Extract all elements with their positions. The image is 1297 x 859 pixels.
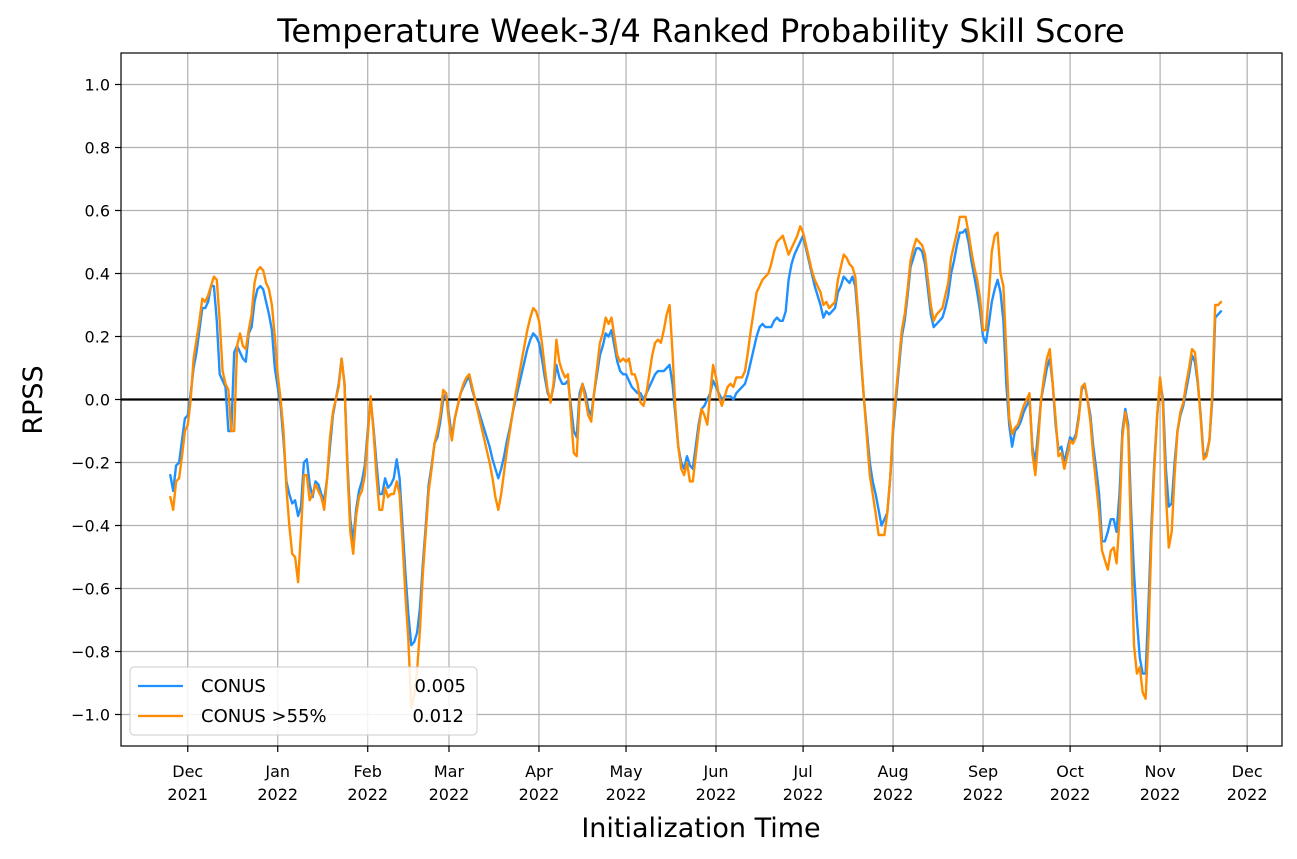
x-tick-label-year: 2022 (429, 785, 470, 804)
x-tick-label-year: 2022 (606, 785, 647, 804)
x-tick-label-month: Aug (877, 762, 908, 781)
y-tick-label: −0.2 (71, 454, 110, 473)
y-axis-label: RPSS (18, 365, 49, 434)
x-tick-label-year: 2022 (963, 785, 1004, 804)
y-tick-label: 0.0 (85, 391, 110, 410)
legend-value-conus-55: 0.012 (412, 706, 464, 727)
y-tick-label: 0.6 (85, 202, 110, 221)
series-lines (169, 215, 1223, 710)
legend-label-conus-55: CONUS >55% (201, 706, 327, 727)
x-tick-label-year: 2022 (696, 785, 737, 804)
x-tick-label-year: 2022 (347, 785, 388, 804)
legend-value-conus: 0.005 (414, 676, 466, 697)
y-tick-label: −0.4 (71, 517, 110, 536)
x-tick-label-month: Mar (434, 762, 465, 781)
y-tick-label: 0.8 (85, 139, 110, 158)
x-tick-label-month: Sep (968, 762, 998, 781)
x-tick-label-year: 2022 (519, 785, 560, 804)
x-tick-label-month: Feb (354, 762, 382, 781)
legend: CONUS 0.005 CONUS >55% 0.012 (129, 666, 478, 736)
x-axis-ticks: Dec 2021 Jan 2022 Feb 2022 Mar 2022 Apr 2022 May 20… (167, 746, 1268, 804)
x-axis-label: Initialization Time (581, 813, 820, 844)
x-tick-label-year: 2022 (257, 785, 298, 804)
x-tick-label-month: Oct (1056, 762, 1084, 781)
x-tick-label-month: Dec (172, 762, 203, 781)
legend-box (129, 666, 478, 736)
x-tick-label-month: Apr (525, 762, 553, 781)
y-tick-label: 1.0 (85, 76, 110, 95)
x-tick-label-year: 2022 (783, 785, 824, 804)
x-tick-label-year: 2022 (1050, 785, 1091, 804)
y-tick-label: −0.8 (71, 643, 110, 662)
x-tick-label-year: 2022 (1227, 785, 1268, 804)
x-tick-label-month: Jul (792, 762, 812, 781)
y-tick-label: 0.4 (85, 265, 110, 284)
y-tick-label: 0.2 (85, 328, 110, 347)
chart-title: Temperature Week-3/4 Ranked Probability … (276, 12, 1124, 50)
y-tick-label: −1.0 (71, 706, 110, 725)
y-axis-ticks: 1.0 0.8 0.6 0.4 0.2 0.0 −0.2 −0.4 −0.6 −0.8 −1.0 (71, 76, 121, 725)
x-tick-label-month: Nov (1144, 762, 1175, 781)
y-tick-label: −0.6 (71, 580, 110, 599)
x-tick-label-month: Jan (264, 762, 290, 781)
legend-label-conus: CONUS (201, 676, 266, 697)
x-tick-label-year: 2022 (873, 785, 914, 804)
x-tick-label-month: Dec (1232, 762, 1263, 781)
x-tick-label-month: May (609, 762, 642, 781)
series-line-conus-55 (169, 215, 1223, 710)
x-tick-label-year: 2021 (167, 785, 208, 804)
x-tick-label-month: Jun (703, 762, 729, 781)
x-tick-label-year: 2022 (1140, 785, 1181, 804)
